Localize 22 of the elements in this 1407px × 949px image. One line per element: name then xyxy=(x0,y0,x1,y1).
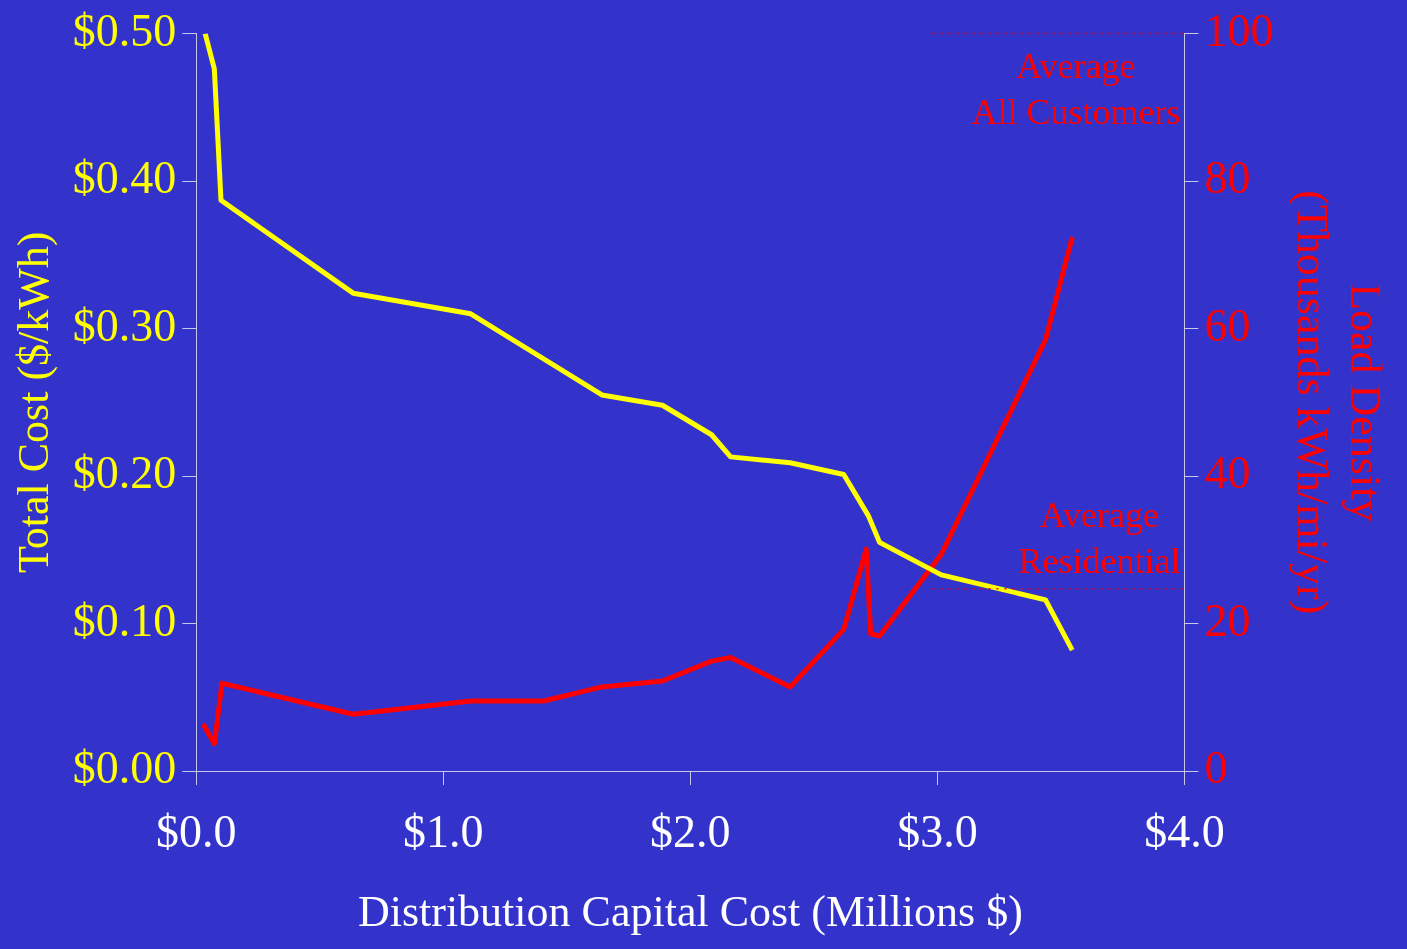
ref-line-label: Average Residential xyxy=(1018,494,1181,581)
x-axis-title: Distribution Capital Cost (Millions $) xyxy=(357,887,1023,937)
x-tick-label: $2.0 xyxy=(650,805,731,857)
y-tick-label: $0.30 xyxy=(72,299,177,351)
y-tick-label: $0.50 xyxy=(72,4,177,56)
y-tick-label: $0.20 xyxy=(72,447,177,499)
y2-tick-label: 0 xyxy=(1204,742,1228,794)
x-tick-label: $3.0 xyxy=(897,805,978,857)
x-tick-label: $1.0 xyxy=(403,805,484,857)
y2-tick-label: 80 xyxy=(1204,152,1251,204)
y2-tick-label: 100 xyxy=(1204,4,1274,56)
y-tick-label: $0.40 xyxy=(72,152,177,204)
ref-line-label: Average All Customers xyxy=(971,45,1181,132)
x-tick-label: $0.0 xyxy=(156,805,237,857)
y-tick-label: $0.10 xyxy=(72,594,177,646)
x-tick-label: $4.0 xyxy=(1144,805,1225,857)
y2-tick-label: 40 xyxy=(1204,447,1251,499)
y2-tick-label: 60 xyxy=(1204,299,1251,351)
y2-axis-title: Load Density (Thousands kWh/mi/yr) xyxy=(1288,190,1391,615)
y-axis-title: Total Cost ($/kWh) xyxy=(8,231,58,574)
y-tick-label: $0.00 xyxy=(72,742,177,794)
y2-tick-label: 20 xyxy=(1204,594,1251,646)
